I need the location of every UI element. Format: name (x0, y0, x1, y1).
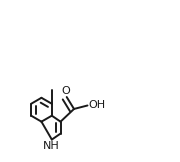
Text: NH: NH (43, 141, 60, 151)
Text: OH: OH (88, 100, 105, 110)
Text: O: O (62, 86, 70, 96)
